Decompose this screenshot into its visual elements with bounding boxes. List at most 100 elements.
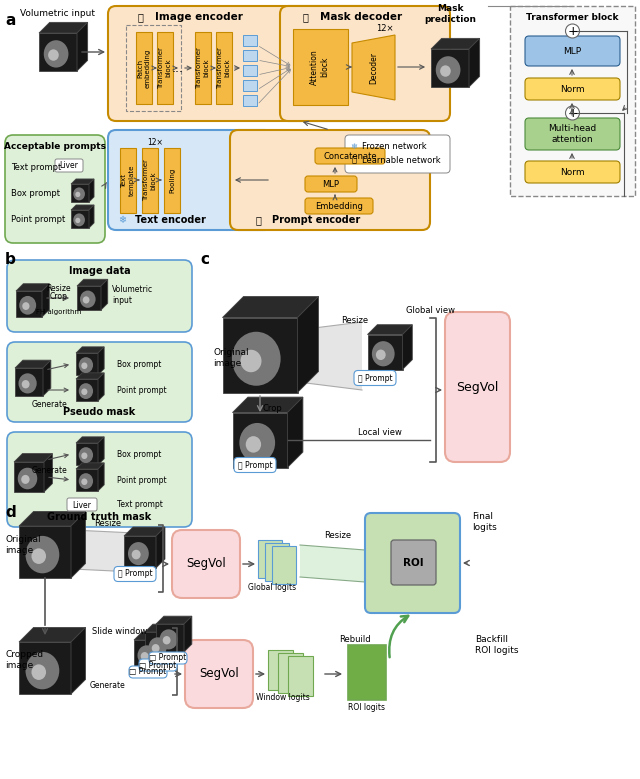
FancyBboxPatch shape (525, 118, 620, 150)
Text: Box prompt: Box prompt (117, 449, 161, 459)
Circle shape (566, 24, 579, 38)
FancyBboxPatch shape (172, 530, 240, 598)
Bar (278, 653, 303, 693)
FancyBboxPatch shape (7, 342, 192, 422)
Polygon shape (403, 325, 412, 369)
Bar (126, 25, 181, 111)
Ellipse shape (81, 453, 88, 459)
FancyBboxPatch shape (67, 498, 97, 511)
FancyBboxPatch shape (315, 148, 385, 164)
Bar (293, 29, 348, 105)
Text: Pooling: Pooling (169, 168, 175, 193)
Text: Transformer
block: Transformer block (159, 47, 172, 89)
Ellipse shape (440, 65, 451, 77)
Polygon shape (44, 453, 52, 492)
Ellipse shape (148, 637, 166, 657)
Text: Transformer block: Transformer block (526, 12, 619, 22)
Polygon shape (124, 527, 165, 536)
Polygon shape (71, 627, 86, 694)
FancyBboxPatch shape (354, 371, 396, 386)
Text: Liver: Liver (60, 160, 79, 170)
Text: 12×: 12× (376, 23, 394, 33)
Ellipse shape (31, 664, 46, 680)
Polygon shape (77, 23, 88, 71)
Polygon shape (98, 373, 104, 401)
Text: Generate: Generate (31, 400, 67, 408)
Polygon shape (15, 360, 51, 368)
FancyBboxPatch shape (108, 6, 398, 121)
Text: ❄: ❄ (118, 215, 126, 225)
Bar (268, 650, 293, 690)
Text: Pseudo mask: Pseudo mask (63, 407, 136, 417)
Bar (145, 632, 173, 660)
Polygon shape (156, 616, 192, 624)
Text: Local view: Local view (358, 428, 402, 436)
Ellipse shape (81, 389, 88, 395)
Ellipse shape (141, 652, 148, 661)
Polygon shape (76, 347, 104, 353)
Text: d: d (5, 505, 16, 520)
Polygon shape (367, 325, 412, 334)
Ellipse shape (18, 467, 37, 489)
Text: Window logits: Window logits (256, 693, 310, 703)
Text: MLP: MLP (323, 179, 339, 189)
Ellipse shape (436, 56, 460, 83)
Bar (348, 645, 386, 700)
FancyBboxPatch shape (391, 540, 436, 585)
Text: SegVol: SegVol (456, 380, 499, 393)
Text: Norm: Norm (560, 167, 585, 177)
Bar (76, 379, 98, 401)
Bar (76, 443, 98, 465)
Bar (120, 148, 136, 213)
Ellipse shape (83, 296, 90, 304)
Polygon shape (72, 530, 135, 572)
Text: FH algorithm: FH algorithm (36, 309, 82, 315)
Text: Decoder: Decoder (369, 51, 378, 83)
Polygon shape (223, 297, 319, 318)
FancyBboxPatch shape (525, 78, 620, 100)
Polygon shape (469, 38, 479, 87)
FancyBboxPatch shape (365, 513, 460, 613)
Ellipse shape (241, 350, 262, 372)
Text: 👤 Prompt: 👤 Prompt (358, 373, 392, 382)
Text: Crop: Crop (262, 404, 282, 413)
Text: Embedding: Embedding (315, 202, 363, 210)
Bar (136, 32, 152, 104)
Bar (134, 640, 162, 668)
Bar (288, 656, 313, 696)
Text: □ Prompt: □ Prompt (149, 654, 187, 662)
Text: +: + (567, 24, 578, 37)
Polygon shape (156, 527, 165, 568)
Polygon shape (134, 633, 170, 640)
Polygon shape (298, 322, 362, 390)
Ellipse shape (152, 644, 159, 653)
Polygon shape (14, 453, 52, 462)
FancyBboxPatch shape (525, 36, 620, 66)
Bar (195, 32, 211, 104)
Text: Mask
prediction: Mask prediction (424, 5, 476, 23)
Text: SegVol: SegVol (199, 668, 239, 681)
Text: Box prompt: Box prompt (11, 189, 60, 198)
Text: Point prompt: Point prompt (117, 475, 166, 485)
Bar (243, 35, 257, 46)
Ellipse shape (128, 542, 149, 565)
Ellipse shape (81, 478, 88, 485)
Polygon shape (76, 373, 104, 379)
Text: Point prompt: Point prompt (117, 386, 166, 394)
Text: □ Prompt: □ Prompt (129, 668, 166, 676)
Text: Resize: Resize (95, 519, 122, 527)
Ellipse shape (79, 473, 93, 489)
Text: b: b (5, 252, 16, 267)
Text: Transformer
block: Transformer block (218, 47, 230, 89)
Polygon shape (145, 624, 181, 632)
Polygon shape (42, 284, 49, 317)
Text: ROI logits: ROI logits (349, 703, 385, 711)
Polygon shape (76, 437, 104, 443)
Polygon shape (98, 347, 104, 375)
Text: ❄: ❄ (351, 142, 358, 150)
Polygon shape (162, 633, 170, 668)
Ellipse shape (31, 548, 46, 564)
Bar (19, 642, 71, 694)
Ellipse shape (159, 629, 178, 650)
Text: 🔥: 🔥 (255, 215, 261, 225)
